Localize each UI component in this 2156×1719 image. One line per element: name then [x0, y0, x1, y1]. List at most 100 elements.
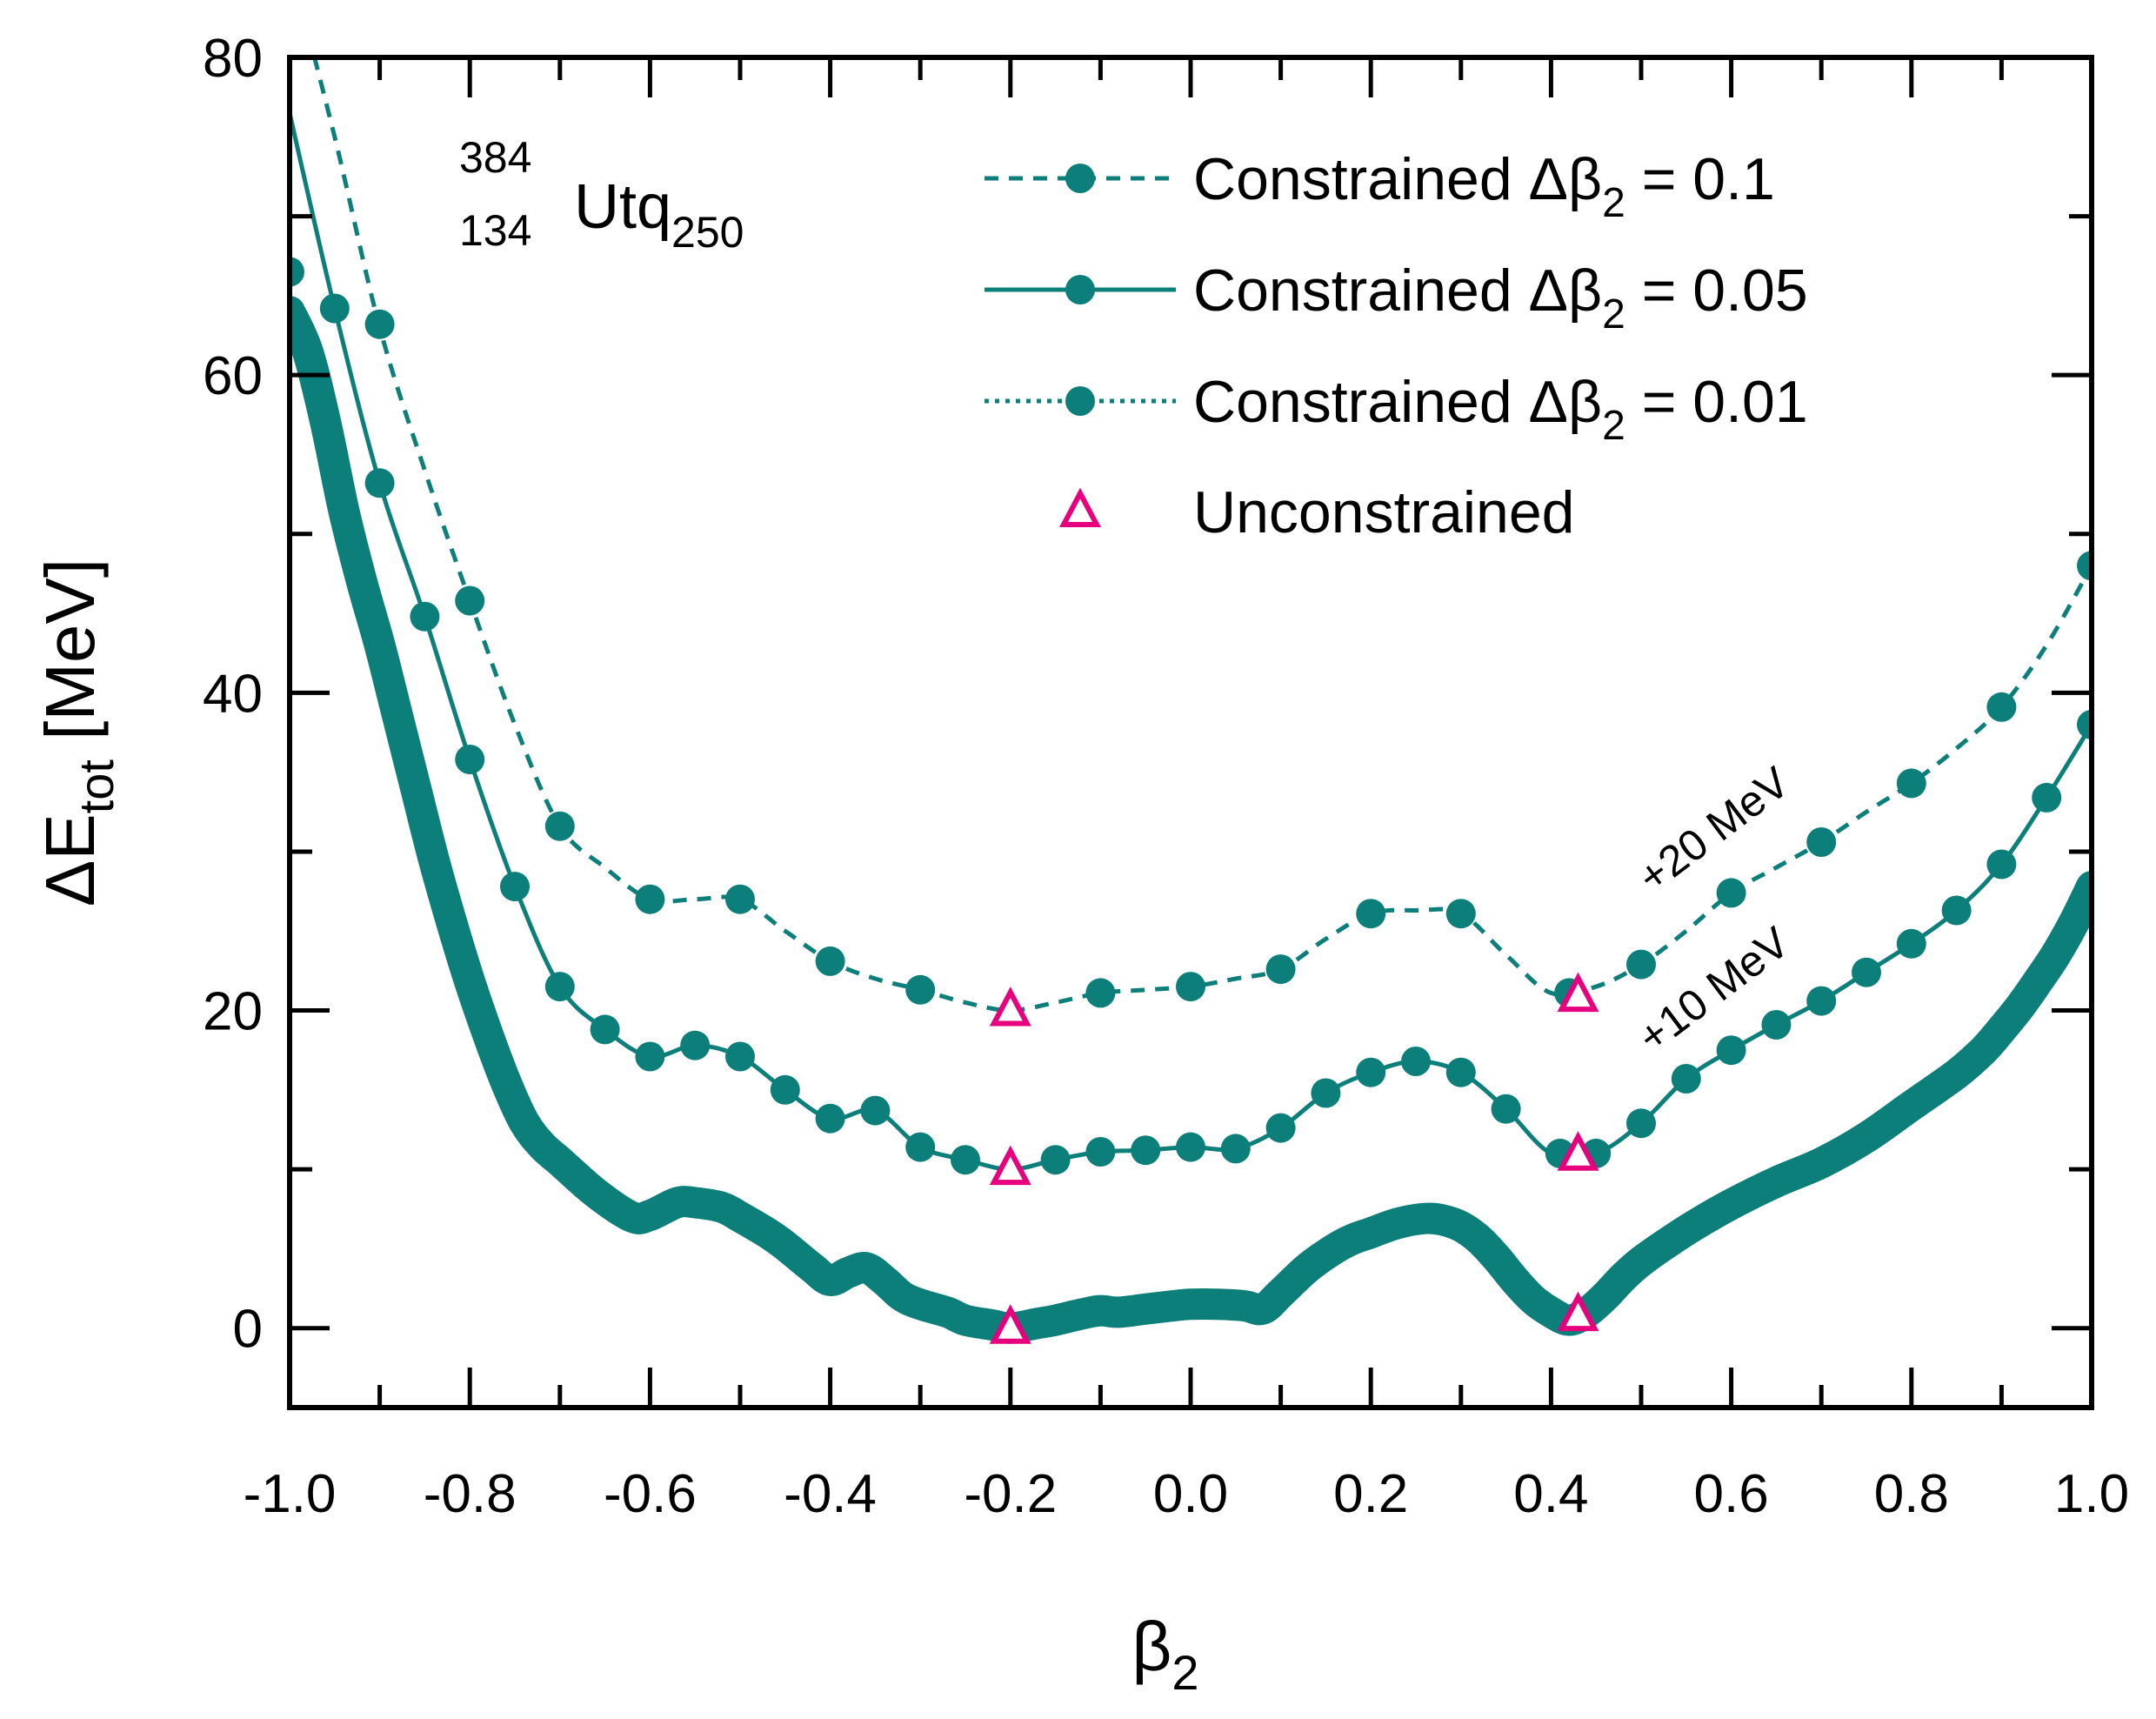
- legend-marker-2: [1065, 386, 1095, 416]
- series-1-point: [290, 257, 304, 287]
- series-1-point: [364, 468, 395, 498]
- unconstrained-point: [989, 987, 1031, 1027]
- series-1-point: [1445, 1057, 1476, 1087]
- series-1-point: [500, 872, 530, 902]
- unconstrained-point: [1557, 1291, 1599, 1332]
- legend-label-3: Unconstrained: [1193, 479, 1574, 545]
- series-0-point: [815, 946, 845, 976]
- nucleus-mass: 384: [459, 133, 531, 182]
- series-0-point: [635, 884, 665, 914]
- series-1-point: [410, 601, 440, 632]
- x-tick-label: 0.2: [1333, 1464, 1408, 1524]
- series-1-point: [1852, 957, 1881, 987]
- y-tick-label: 40: [203, 664, 263, 724]
- legend-label-1: Constrained Δβ2 = 0.05: [1193, 258, 1808, 338]
- series-1-point: [1716, 1035, 1746, 1066]
- series-0-point: [2077, 551, 2092, 581]
- series-0-point: [1265, 954, 1296, 985]
- series-1-point: [1040, 1145, 1071, 1175]
- axis-ticks: -1.0 -0.8 -0.6 -0.4 -0.2 0.0 0.2 0.4 0.6 0.8 1.0 0 2…: [203, 29, 2129, 1524]
- y-tick-label: 60: [203, 346, 263, 406]
- unconstrained-point: [989, 1145, 1031, 1186]
- series-1-point: [1806, 986, 1837, 1016]
- series-0-point: [455, 585, 485, 616]
- series-0-point: [544, 811, 575, 841]
- x-tick-label: 0.8: [1874, 1464, 1949, 1524]
- series-1-point: [860, 1095, 891, 1126]
- series-1-point: [1176, 1132, 1205, 1162]
- series-1-point: [319, 293, 350, 324]
- series-1-point: [1356, 1057, 1386, 1087]
- series-1-point: [2077, 709, 2092, 739]
- legend-label-post: = 0.05: [1625, 258, 1808, 324]
- legend-label-pre: Unconstrained: [1193, 479, 1574, 545]
- legend-label-post: = 0.1: [1625, 146, 1775, 212]
- series-1-point: [1311, 1078, 1341, 1108]
- y-axis-label-post: [MeV]: [31, 559, 109, 759]
- series-1-point: [905, 1132, 936, 1162]
- x-tick-label: 0.4: [1513, 1464, 1588, 1524]
- annotation-plus20: +20 MeV: [1629, 757, 1799, 901]
- nucleus-symbol: Utq: [574, 172, 671, 242]
- series-1-point: [1491, 1094, 1521, 1124]
- legend-label-pre: Constrained Δβ: [1193, 146, 1602, 212]
- markers: [290, 257, 2092, 1175]
- series-1-point: [725, 1041, 755, 1072]
- series-1-point: [635, 1041, 665, 1072]
- series-1-point: [1941, 895, 1972, 926]
- unconstrained-point: [1557, 1131, 1599, 1171]
- y-axis-label: ΔEtot [MeV]: [31, 559, 123, 906]
- x-tick-label: -0.6: [604, 1464, 697, 1524]
- x-tick-label: 1.0: [2054, 1464, 2129, 1524]
- y-tick-label: 80: [203, 29, 263, 89]
- series-0-point: [364, 309, 395, 339]
- y-axis-label-sub: tot: [69, 759, 123, 814]
- x-tick-label: -0.8: [424, 1464, 517, 1524]
- x-axis-label-base: β: [1131, 1608, 1171, 1685]
- series-1-point: [951, 1145, 980, 1175]
- x-tick-label: -0.4: [784, 1464, 877, 1524]
- series-1-point: [455, 745, 485, 774]
- series-1-point: [544, 972, 575, 1002]
- series-1-point: [1265, 1113, 1296, 1143]
- x-tick-label: 0.6: [1693, 1464, 1768, 1524]
- series-1-point: [1085, 1137, 1116, 1167]
- y-tick-label: 20: [203, 982, 263, 1042]
- legend-label-2: Constrained Δβ2 = 0.01: [1193, 369, 1808, 449]
- series-1-point: [1220, 1134, 1251, 1164]
- series-1-point: [815, 1103, 845, 1134]
- series-0-point: [1356, 899, 1386, 929]
- series-1-point: [590, 1014, 620, 1045]
- legend-triangle: [1059, 487, 1101, 527]
- series-1-point: [1131, 1135, 1161, 1166]
- series-0-point: [725, 884, 755, 914]
- annotation-plus10: +10 MeV: [1629, 917, 1799, 1061]
- series-0-point: [1176, 972, 1205, 1002]
- series-1-point: [1626, 1108, 1656, 1139]
- legend-marker-0: [1065, 164, 1095, 193]
- series-0-point: [1986, 692, 2017, 722]
- series-0-point: [1806, 827, 1837, 857]
- legend-label-0: Constrained Δβ2 = 0.1: [1193, 146, 1775, 226]
- nucleus-neutrons: 250: [671, 208, 744, 257]
- legend-label-post: = 0.01: [1625, 369, 1808, 435]
- x-tick-label: -1.0: [244, 1464, 337, 1524]
- series-1-point: [1986, 849, 2017, 880]
- unconstrained-markers: [989, 972, 1599, 1344]
- series-1-point: [680, 1030, 711, 1060]
- series-0-point: [905, 974, 936, 1005]
- x-axis-label-sub: 2: [1171, 1645, 1198, 1700]
- unconstrained-point: [1557, 972, 1599, 1013]
- nucleus-label: Utq250: [574, 172, 744, 257]
- series-1-point: [1671, 1064, 1701, 1094]
- legend-label-sub: 2: [1602, 291, 1625, 338]
- series-0-point: [1896, 768, 1926, 799]
- plot-frame: [287, 55, 2094, 1410]
- series-1-point: [1401, 1047, 1431, 1076]
- series-0-point: [1085, 978, 1116, 1008]
- curves: [290, 57, 2092, 1344]
- series-1-point: [2032, 782, 2062, 813]
- legend-label-sub: 2: [1602, 180, 1625, 226]
- x-tick-label: -0.2: [964, 1464, 1057, 1524]
